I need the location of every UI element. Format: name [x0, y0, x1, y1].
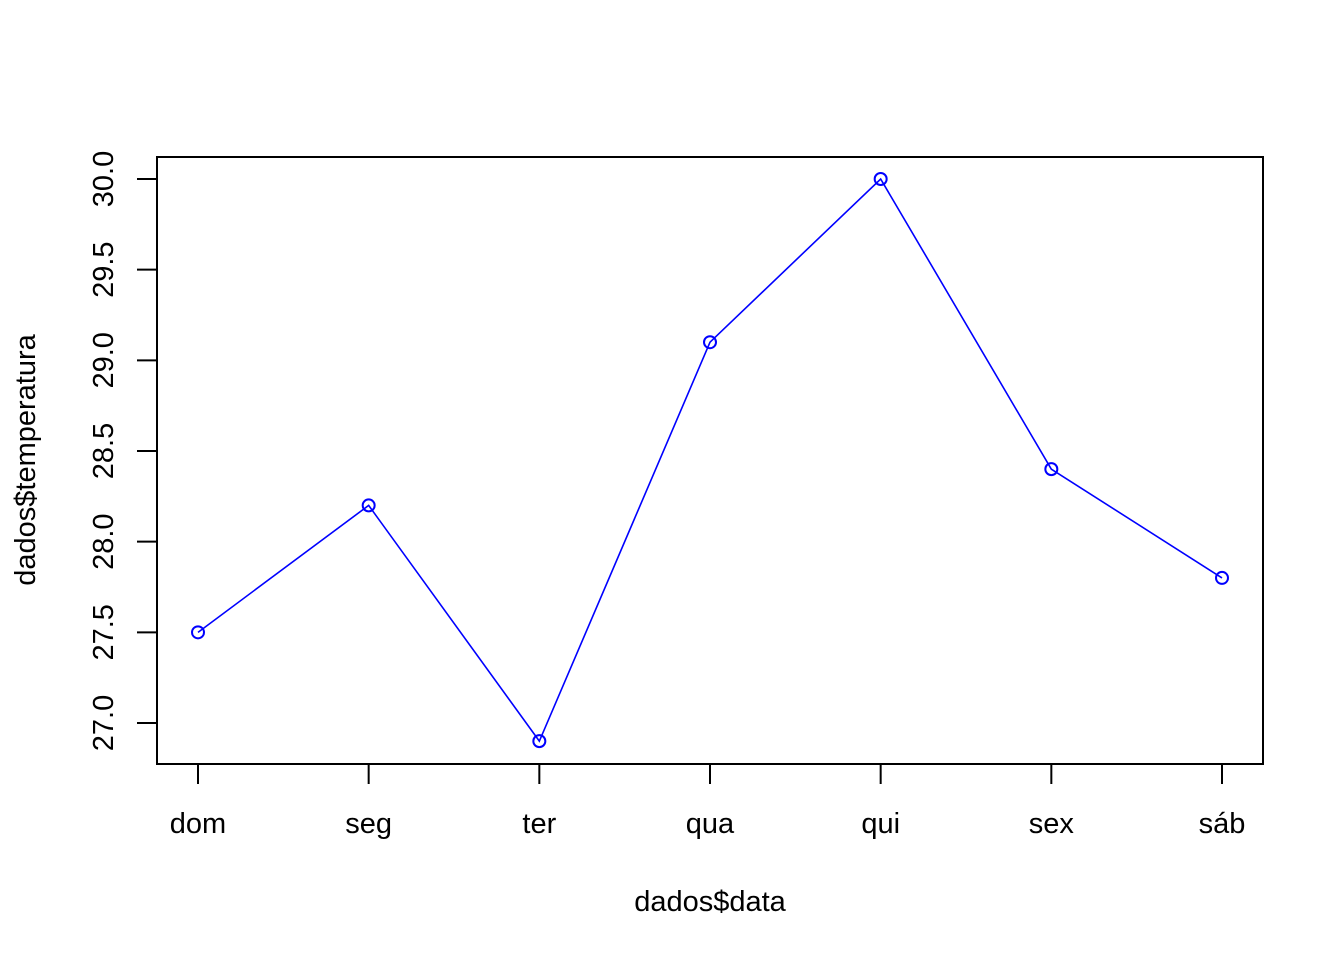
x-tick-label: dom	[170, 808, 226, 840]
y-tick-label: 29.0	[88, 332, 120, 388]
data-point	[532, 734, 547, 749]
data-point	[361, 498, 376, 513]
data-point	[703, 335, 717, 350]
y-axis-label: dados$temperatura	[10, 333, 42, 585]
x-tick-label: ter	[522, 808, 556, 840]
x-tick-label: sex	[1029, 808, 1075, 840]
data-point	[191, 625, 205, 640]
y-tick-label: 27.5	[88, 604, 120, 660]
x-tick-label: qua	[686, 808, 735, 840]
x-tick-label: sáb	[1199, 808, 1246, 840]
x-axis-label: dados$data	[634, 886, 786, 918]
series-layer	[191, 172, 1229, 749]
y-tick-label: 28.0	[88, 513, 120, 569]
x-tick-label: qui	[861, 808, 900, 840]
y-tick-label: 30.0	[88, 151, 120, 207]
plot-area-box	[156, 156, 1264, 765]
data-point	[1044, 462, 1059, 477]
series-line	[197, 177, 1223, 743]
y-axis: 27.0 27.5 28.0 28.5 29.0 29.5 30.0	[88, 151, 158, 751]
y-tick-label: 28.5	[88, 423, 120, 479]
data-point	[1215, 570, 1229, 585]
y-tick-label: 29.5	[88, 241, 120, 297]
y-tick-label: 27.0	[88, 695, 120, 751]
x-axis: dom seg ter qua qui sex sáb	[170, 763, 1246, 840]
data-point	[873, 172, 888, 186]
x-tick-label: seg	[345, 808, 392, 840]
